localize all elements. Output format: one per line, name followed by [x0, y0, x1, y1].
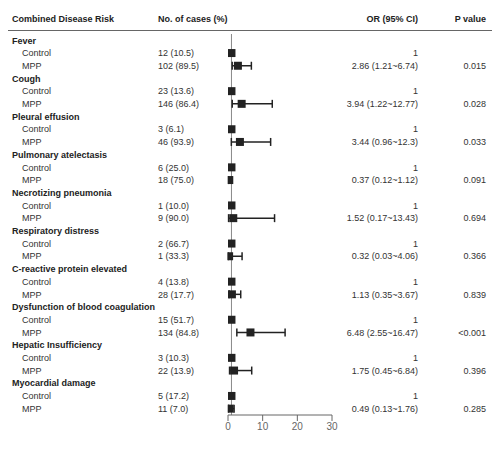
svg-text:Pleural effusion: Pleural effusion: [12, 112, 80, 122]
svg-text:Pulmonary atelectasis: Pulmonary atelectasis: [12, 150, 107, 160]
svg-text:1: 1: [413, 391, 418, 401]
svg-text:1.52 (0.17~13.43): 1.52 (0.17~13.43): [347, 213, 418, 223]
svg-text:Fever: Fever: [12, 36, 37, 46]
svg-text:1 (10.0): 1 (10.0): [158, 201, 189, 211]
svg-text:0.285: 0.285: [463, 404, 486, 414]
svg-text:15 (51.7): 15 (51.7): [158, 315, 194, 325]
svg-text:0.015: 0.015: [463, 61, 486, 71]
svg-text:0.366: 0.366: [463, 251, 486, 261]
svg-text:MPP: MPP: [22, 99, 42, 109]
svg-text:5 (17.2): 5 (17.2): [158, 391, 189, 401]
svg-text:Control: Control: [22, 163, 51, 173]
svg-text:Dysfunction of blood coagulati: Dysfunction of blood coagulation: [12, 302, 155, 312]
svg-text:Hepatic Insufficiency: Hepatic Insufficiency: [12, 340, 102, 350]
svg-text:28 (17.7): 28 (17.7): [158, 290, 194, 300]
svg-text:3.44 (0.96~12.3): 3.44 (0.96~12.3): [352, 137, 418, 147]
svg-text:Necrotizing pneumonia: Necrotizing pneumonia: [12, 188, 113, 198]
svg-text:0.028: 0.028: [463, 99, 486, 109]
svg-text:102 (89.5): 102 (89.5): [158, 61, 199, 71]
svg-text:1: 1: [413, 48, 418, 58]
svg-text:146 (86.4): 146 (86.4): [158, 99, 199, 109]
svg-text:9 (90.0): 9 (90.0): [158, 213, 189, 223]
svg-text:MPP: MPP: [22, 213, 42, 223]
svg-text:1: 1: [413, 124, 418, 134]
svg-text:46 (93.9): 46 (93.9): [158, 137, 194, 147]
svg-text:6 (25.0): 6 (25.0): [158, 163, 189, 173]
svg-text:<0.001: <0.001: [458, 328, 486, 338]
svg-text:Control: Control: [22, 86, 51, 96]
svg-text:1 (33.3): 1 (33.3): [158, 251, 189, 261]
svg-text:0.033: 0.033: [463, 137, 486, 147]
svg-text:1: 1: [413, 201, 418, 211]
svg-text:Control: Control: [22, 239, 51, 249]
svg-text:1: 1: [413, 86, 418, 96]
svg-text:1: 1: [413, 353, 418, 363]
svg-text:18 (75.0): 18 (75.0): [158, 175, 194, 185]
svg-text:C-reactive protein elevated: C-reactive protein elevated: [12, 264, 127, 274]
html-text:OR (95% CI): OR (95% CI): [366, 14, 418, 24]
svg-text:3.94 (1.22~12.77): 3.94 (1.22~12.77): [347, 99, 418, 109]
svg-text:134 (84.8): 134 (84.8): [158, 328, 199, 338]
svg-text:12 (10.5): 12 (10.5): [158, 48, 194, 58]
svg-text:MPP: MPP: [22, 290, 42, 300]
svg-text:Respiratory distress: Respiratory distress: [12, 226, 99, 236]
svg-text:4 (13.8): 4 (13.8): [158, 277, 189, 287]
svg-text:3 (10.3): 3 (10.3): [158, 353, 189, 363]
svg-text:0.37 (0.12~1.12): 0.37 (0.12~1.12): [352, 175, 418, 185]
svg-text:22 (13.9): 22 (13.9): [158, 366, 194, 376]
svg-text:MPP: MPP: [22, 366, 42, 376]
html-text:P value: P value: [454, 14, 486, 24]
svg-text:0.49 (0.13~1.76): 0.49 (0.13~1.76): [352, 404, 418, 414]
svg-text:1: 1: [413, 315, 418, 325]
svg-text:MPP: MPP: [22, 328, 42, 338]
svg-text:6.48 (2.55~16.47): 6.48 (2.55~16.47): [347, 328, 418, 338]
svg-text:11 (7.0): 11 (7.0): [158, 404, 188, 414]
svg-text:MPP: MPP: [22, 137, 42, 147]
svg-text:1: 1: [413, 277, 418, 287]
svg-text:1.75 (0.45~6.84): 1.75 (0.45~6.84): [352, 366, 418, 376]
svg-text:MPP: MPP: [22, 175, 42, 185]
svg-text:Control: Control: [22, 315, 51, 325]
svg-text:23 (13.6): 23 (13.6): [158, 86, 194, 96]
svg-text:1.13 (0.35~3.67): 1.13 (0.35~3.67): [352, 290, 418, 300]
svg-text:0.396: 0.396: [463, 366, 486, 376]
svg-text:2.86 (1.21~6.74): 2.86 (1.21~6.74): [352, 61, 418, 71]
svg-text:0.32 (0.03~4.06): 0.32 (0.03~4.06): [352, 251, 418, 261]
svg-text:30: 30: [326, 421, 338, 432]
svg-text:20: 20: [292, 421, 304, 432]
svg-text:1: 1: [413, 163, 418, 173]
svg-text:0.694: 0.694: [463, 213, 486, 223]
svg-text:Control: Control: [22, 124, 51, 134]
svg-text:Control: Control: [22, 391, 51, 401]
svg-text:Control: Control: [22, 353, 51, 363]
svg-text:Control: Control: [22, 201, 51, 211]
svg-text:10: 10: [257, 421, 269, 432]
svg-text:0: 0: [225, 421, 231, 432]
svg-text:2 (66.7): 2 (66.7): [158, 239, 189, 249]
svg-text:MPP: MPP: [22, 61, 42, 71]
svg-text:MPP: MPP: [22, 404, 42, 414]
svg-text:Control: Control: [22, 277, 51, 287]
html-text:Combined Disease Risk: Combined Disease Risk: [12, 14, 114, 24]
svg-text:Cough: Cough: [12, 74, 41, 84]
svg-text:0.091: 0.091: [463, 175, 486, 185]
svg-text:1: 1: [413, 239, 418, 249]
html-text:No. of cases (%): No. of cases (%): [158, 14, 228, 24]
svg-text:Myocardial damage: Myocardial damage: [12, 378, 96, 388]
svg-text:3 (6.1): 3 (6.1): [158, 124, 184, 134]
svg-text:0.839: 0.839: [463, 290, 486, 300]
svg-text:MPP: MPP: [22, 251, 42, 261]
svg-text:Control: Control: [22, 48, 51, 58]
